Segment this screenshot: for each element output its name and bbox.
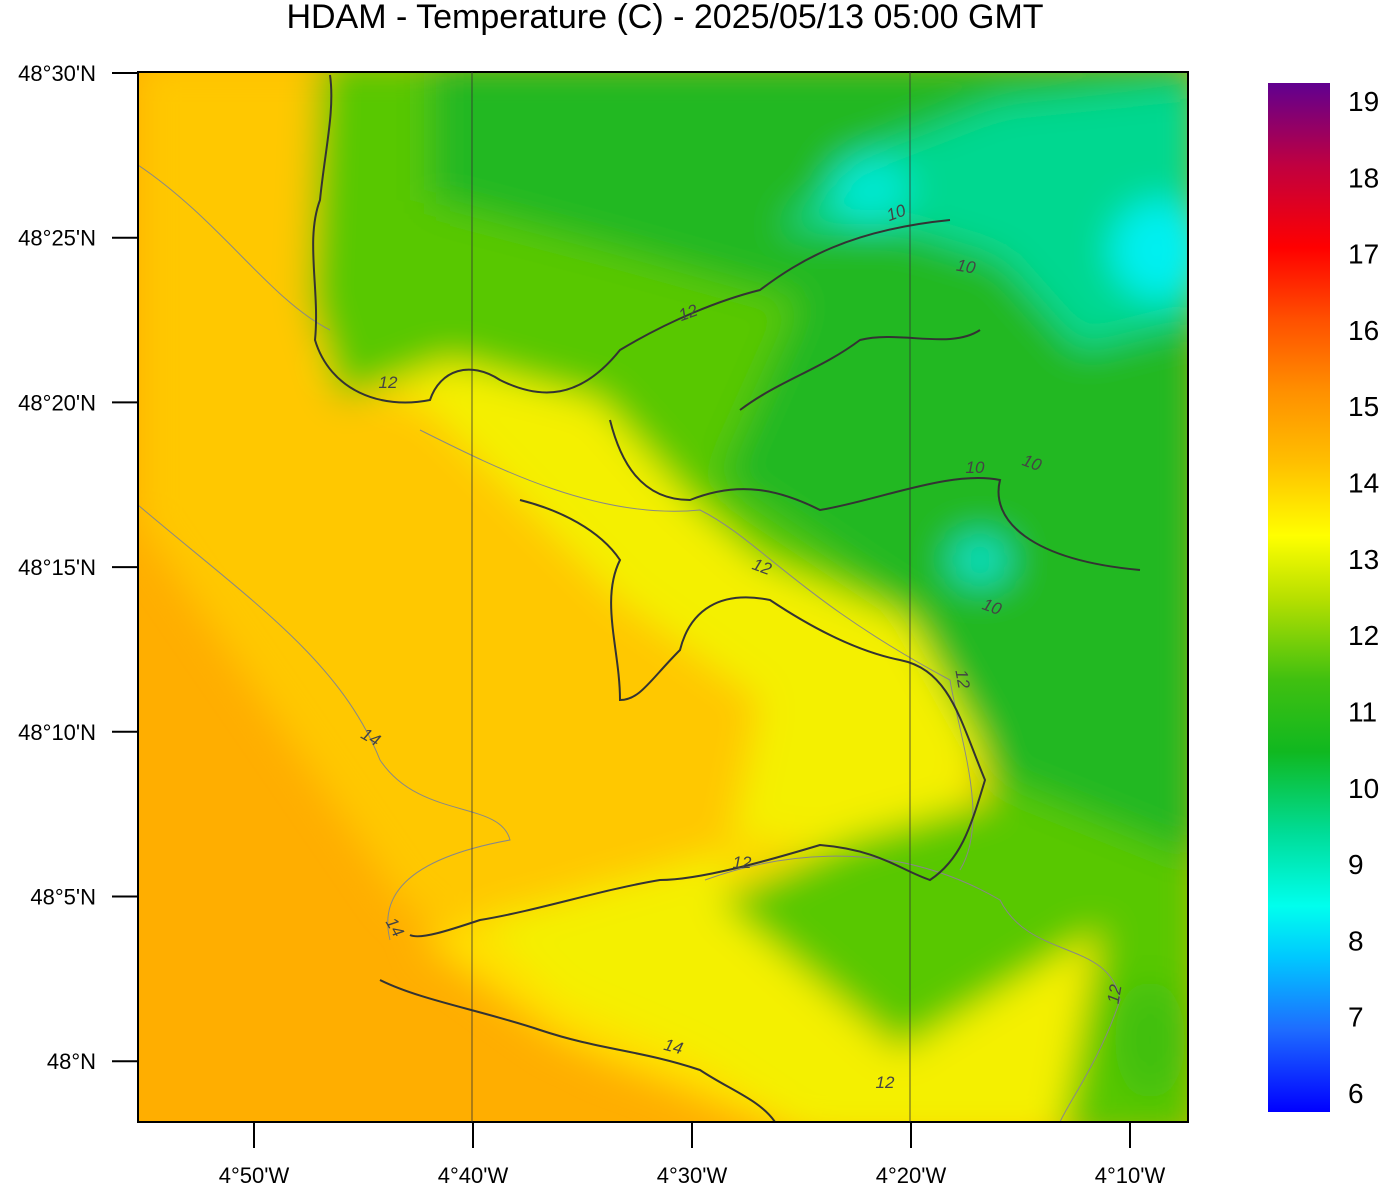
colorbar-label: 14 <box>1348 468 1379 499</box>
colorbar-label: 11 <box>1348 696 1377 727</box>
contour-label: 12 <box>379 373 398 392</box>
colorbar-label: 16 <box>1348 315 1379 346</box>
title: HDAM - Temperature (C) - 2025/05/13 05:0… <box>286 0 1043 36</box>
colorbar-label: 10 <box>1348 773 1379 804</box>
colorbar-label: 8 <box>1348 925 1364 956</box>
colorbar-label: 13 <box>1348 544 1379 575</box>
colorbar-label: 15 <box>1348 391 1379 422</box>
contour-label: 12 <box>876 1073 895 1092</box>
colorbar-label: 6 <box>1348 1078 1364 1109</box>
colorbar-label: 9 <box>1348 849 1364 880</box>
lat-label: 48°N <box>47 1049 96 1074</box>
colorbar-label: 7 <box>1348 1002 1364 1033</box>
colorbar <box>1268 83 1330 1112</box>
colorbar-label: 12 <box>1348 620 1379 651</box>
lat-label: 48°25'N <box>18 226 96 251</box>
contour-label: 12 <box>1104 983 1126 1005</box>
contour-label: 12 <box>733 853 752 872</box>
colorbar-label: 19 <box>1348 86 1379 117</box>
lat-label: 48°5'N <box>30 885 96 910</box>
lat-label: 48°15'N <box>18 555 96 580</box>
lon-label: 4°40'W <box>438 1163 509 1188</box>
lon-label: 4°50'W <box>219 1163 290 1188</box>
lat-label: 48°10'N <box>18 720 96 745</box>
lon-label: 4°10'W <box>1095 1163 1166 1188</box>
contour-label: 12 <box>951 668 973 690</box>
lat-label: 48°20'N <box>18 390 96 415</box>
temperature-field <box>138 72 1188 1122</box>
contour-label: 10 <box>966 458 985 477</box>
colorbar-label: 18 <box>1348 162 1379 193</box>
lon-label: 4°30'W <box>657 1163 728 1188</box>
lon-label: 4°20'W <box>876 1163 947 1188</box>
lat-label: 48°30'N <box>18 61 96 86</box>
contour-label: 10 <box>955 256 977 278</box>
colorbar-label: 17 <box>1348 239 1379 270</box>
map-frame <box>137 71 1189 1123</box>
contour-label: 14 <box>662 1035 685 1058</box>
